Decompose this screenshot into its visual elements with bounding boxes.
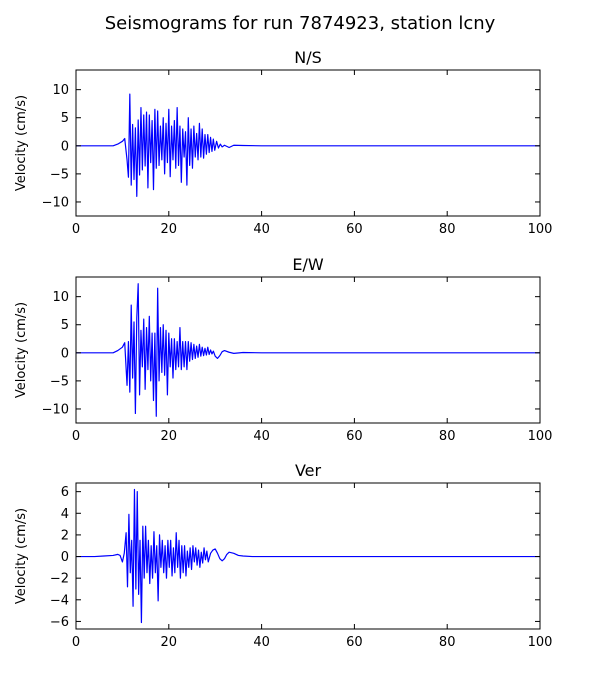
x-tick-label: 20 [161,429,178,444]
x-tick-label: 60 [346,429,363,444]
series-line [76,283,540,417]
series-line [76,93,540,197]
axes-frame [75,69,541,217]
x-tick-label: 100 [528,635,553,650]
series-line [76,488,540,624]
y-tick-label: 0 [61,139,69,154]
y-tick-label: 2 [61,528,69,543]
y-tick-label: −5 [50,167,69,182]
y-tick-label: −2 [50,572,69,587]
axes-frame [75,276,541,424]
x-tick-label: 40 [253,635,270,650]
y-tick-label: −4 [50,593,69,608]
x-tick-label: 0 [72,222,80,237]
panel-e-w: E/W Velocity (cm/s) 0 20 40 60 80 100 10 5 0 −5 −10 [14,255,552,444]
x-tick-label: 20 [161,635,178,650]
y-tick-label: 10 [52,290,69,305]
y-tick-label: 0 [61,550,69,565]
x-tick-label: 60 [346,635,363,650]
y-axis-label: Velocity (cm/s) [14,95,29,191]
panel-title: N/S [294,48,322,67]
panel-title: E/W [292,255,324,274]
x-tick-label: 80 [439,429,456,444]
x-tick-label: 20 [161,222,178,237]
x-tick-label: 100 [528,429,553,444]
x-tick-label: 0 [72,429,80,444]
x-tick-label: 40 [253,429,270,444]
y-axis-label: Velocity (cm/s) [14,302,29,398]
y-tick-label: 6 [61,485,69,500]
y-tick-label: 5 [61,111,69,126]
x-tick-label: 0 [72,635,80,650]
y-tick-label: −10 [42,402,69,417]
x-tick-label: 40 [253,222,270,237]
y-tick-label: −10 [42,195,69,210]
y-tick-label: −6 [50,615,69,630]
y-axis-label: Velocity (cm/s) [14,508,29,604]
panel-n-s: N/S Velocity (cm/s) 0 20 40 60 80 100 10 5 0 −5 −10 [14,48,552,237]
y-tick-label: 4 [61,507,69,522]
x-tick-label: 100 [528,222,553,237]
y-tick-label: 0 [61,346,69,361]
x-tick-label: 80 [439,635,456,650]
x-tick-label: 60 [346,222,363,237]
y-tick-label: −5 [50,374,69,389]
x-tick-label: 80 [439,222,456,237]
panel-title: Ver [295,461,322,480]
y-tick-label: 5 [61,318,69,333]
y-tick-label: 10 [52,83,69,98]
axes-frame [75,482,541,630]
figure-title: Seismograms for run 7874923, station lcn… [105,13,496,34]
